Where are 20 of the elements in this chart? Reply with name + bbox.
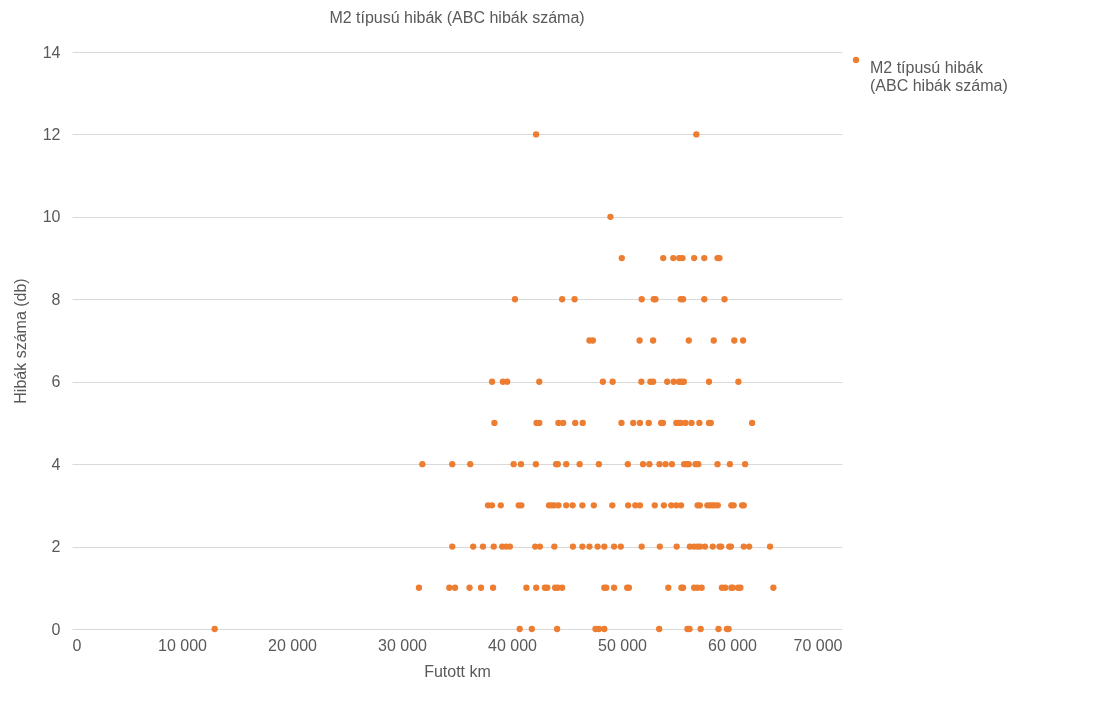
x-tick-label: 30 000 (378, 636, 428, 654)
legend-label: M2 típusú hibák (ABC hibák száma) (870, 59, 1008, 94)
x-tick-label: 50 000 (598, 636, 648, 654)
x-tick-label: 20 000 (268, 636, 318, 654)
y-tick-label: 6 (51, 373, 61, 391)
y-tick-label: 2 (51, 538, 61, 556)
y-tick-label: 4 (51, 455, 61, 473)
y-tick-label: 10 (42, 208, 61, 226)
x-tick-label: 10 000 (158, 636, 208, 654)
y-tick-label: 0 (51, 620, 61, 638)
x-tick-label: 60 000 (708, 636, 758, 654)
x-axis-title: Futott km (424, 662, 491, 680)
y-axis-title: Hibák száma (db) (11, 278, 29, 404)
y-tick-label: 14 (42, 43, 61, 61)
y-tick-label: 8 (51, 290, 61, 308)
x-tick-label: 70 000 (793, 636, 843, 654)
x-tick-label: 40 000 (488, 636, 538, 654)
x-tick-label: 0 (72, 636, 82, 654)
chart-title: M2 típusú hibák (ABC hibák száma) (329, 9, 585, 26)
y-tick-label: 12 (42, 125, 61, 143)
